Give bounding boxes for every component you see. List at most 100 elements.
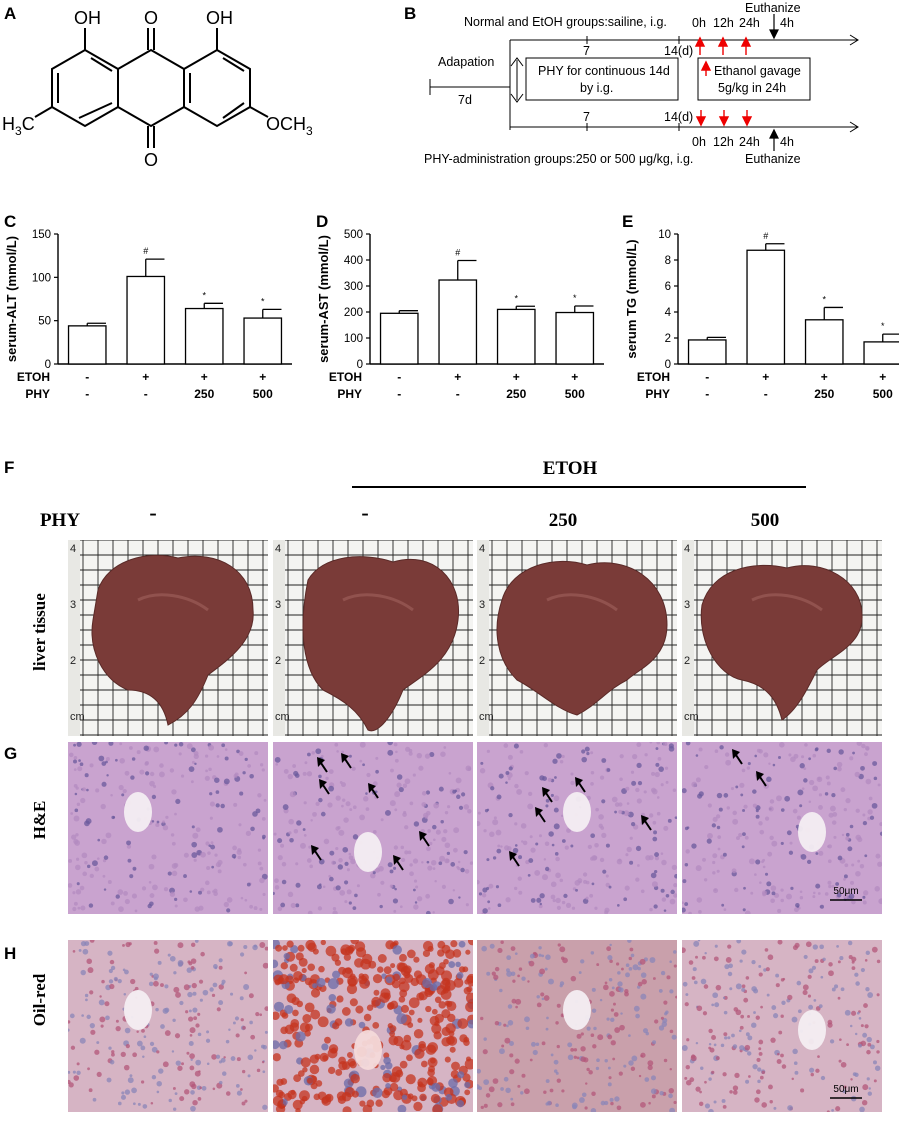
experimental-schedule: Normal and EtOH groups:sailine, i.g. Eut…	[424, 1, 859, 166]
phy-value: -	[764, 387, 768, 401]
chart-serum-ast: serum-AST (mmol/L) 0 100 200 300 400 500 - - # + - *…	[316, 229, 604, 401]
panel-label-f: F	[4, 458, 15, 477]
times-top-12: 12h	[713, 16, 734, 30]
panel-label-d: D	[316, 212, 329, 231]
y-tick-label: 50	[38, 316, 51, 328]
panel-label-g: G	[4, 744, 18, 763]
etoh-value: +	[571, 370, 578, 384]
bar	[555, 311, 595, 365]
phy-box-line1: PHY for continuous 14d	[538, 64, 670, 78]
panel-label-e: E	[622, 212, 634, 231]
liver-tile: 4 3 2 cm	[273, 540, 473, 736]
scale-bar-label: 50μm	[833, 1084, 858, 1095]
he-stain-image	[68, 742, 268, 914]
phy-value: 250	[506, 387, 526, 401]
ruler-mark: 3	[275, 599, 281, 611]
significance-mark: *	[573, 293, 577, 303]
hours-4-top: 4h	[780, 16, 794, 30]
etoh-row-label: ETOH	[329, 370, 362, 384]
etoh-bracket-line	[352, 486, 806, 488]
significance-mark: *	[202, 290, 206, 300]
phy-value: 500	[873, 387, 893, 401]
phy-value: -	[397, 387, 401, 401]
liver-shape	[302, 556, 460, 732]
adapt-days: 7d	[458, 93, 472, 107]
y-tick-label: 100	[344, 333, 363, 345]
y-tick-label: 150	[32, 229, 51, 241]
ruler-mark: 3	[479, 599, 485, 611]
phy-value: -	[705, 387, 709, 401]
y-axis-label: serum-ALT (mmol/L)	[4, 236, 19, 362]
tick-14-bottom: 14(d)	[664, 110, 693, 124]
ruler-mark: cm	[684, 711, 699, 723]
arrow-icon	[509, 851, 520, 867]
arrow-icon	[368, 783, 379, 799]
euthanize-bottom: Euthanize	[745, 152, 801, 166]
liver-tile: 4 3 2 cm	[477, 540, 677, 736]
phy-value: -	[144, 387, 148, 401]
y-tick-label: 0	[45, 359, 51, 371]
etoh-value: -	[85, 370, 89, 384]
tick-7-bottom: 7	[583, 110, 590, 124]
ruler-mark: 2	[684, 655, 690, 667]
he-stain-image	[477, 742, 677, 914]
bar	[126, 275, 166, 365]
bar	[379, 312, 419, 365]
liver-tissue-photo: 4 3 2 cm	[68, 540, 268, 736]
row-label-he: H&E	[30, 800, 49, 840]
ruler-mark: 2	[70, 655, 76, 667]
ruler-mark: 3	[70, 599, 76, 611]
phy-value: -	[456, 387, 460, 401]
y-tick-label: 100	[32, 272, 51, 284]
bar	[746, 249, 786, 365]
y-tick-label: 500	[344, 229, 363, 241]
y-tick-label: 0	[357, 359, 363, 371]
central-vein	[354, 1030, 382, 1070]
significance-mark: *	[514, 293, 518, 303]
adaptation-text: Adapation	[438, 55, 494, 69]
methyl-label: H3C	[2, 114, 35, 138]
euthanize-top: Euthanize	[745, 1, 801, 15]
hours-4-bottom: 4h	[780, 135, 794, 149]
central-vein	[124, 792, 152, 832]
arrow-icon	[341, 753, 352, 769]
he-tile	[68, 742, 268, 914]
y-axis-label: serum-AST (mmol/L)	[316, 235, 331, 363]
times-bottom-0: 0h	[692, 135, 706, 149]
he-stain-image	[273, 742, 473, 914]
ruler-mark: 4	[70, 543, 76, 555]
ruler-mark: 2	[275, 655, 281, 667]
central-vein	[124, 990, 152, 1030]
y-tick-label: 200	[344, 307, 363, 319]
phy-row-label-chart: PHY	[337, 387, 362, 401]
normal-groups-text: Normal and EtOH groups:sailine, i.g.	[464, 15, 667, 29]
bar	[496, 308, 536, 365]
ruler-mark: 4	[479, 543, 485, 555]
bar	[243, 317, 283, 365]
y-tick-label: 4	[665, 307, 672, 319]
central-vein	[798, 1010, 826, 1050]
ruler-mark: cm	[275, 711, 290, 723]
phy-box-line2: by i.g.	[580, 81, 613, 95]
carbonyl-o-bottom: O	[144, 150, 158, 170]
panel-label-h: H	[4, 944, 17, 963]
arrow-icon	[319, 779, 330, 795]
phy-value: 250	[194, 387, 214, 401]
phy-value: -	[85, 387, 89, 401]
etoh-value: +	[201, 370, 208, 384]
y-tick-label: 300	[344, 281, 363, 293]
methoxy-label: OCH3	[266, 114, 313, 138]
significance-mark: *	[261, 296, 265, 306]
y-tick-label: 400	[344, 255, 363, 267]
oh-label-left: OH	[74, 8, 101, 28]
significance-mark: #	[763, 231, 768, 241]
significance-mark: *	[822, 294, 826, 304]
etoh-value: +	[821, 370, 828, 384]
oil-tile	[477, 940, 677, 1112]
row-label-liver: liver tissue	[30, 593, 49, 671]
he-tile	[273, 742, 473, 914]
arrow-icon	[641, 815, 652, 831]
times-top-24: 24h	[739, 16, 760, 30]
y-tick-label: 6	[665, 281, 671, 293]
etoh-value: +	[454, 370, 461, 384]
